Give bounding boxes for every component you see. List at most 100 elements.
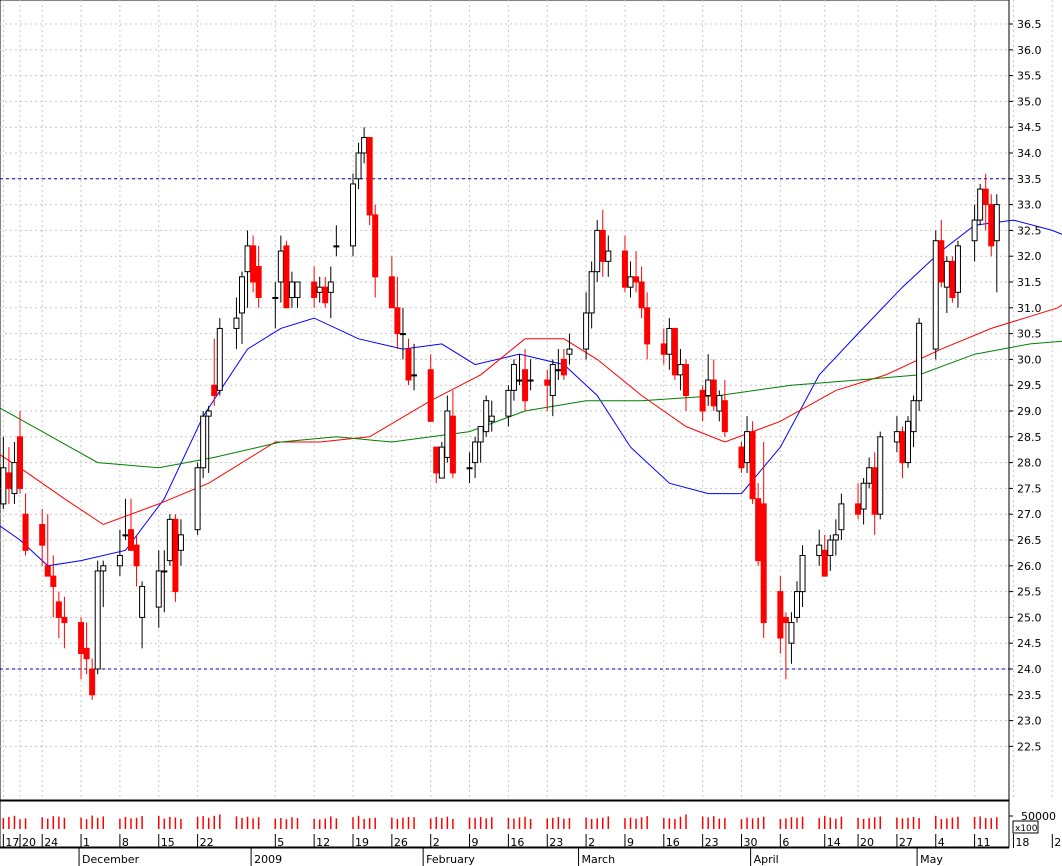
- candle-body: [749, 431, 756, 500]
- candle-body: [466, 467, 473, 470]
- y-tick-label: 31.0: [1017, 302, 1042, 315]
- x-tick-label: 25: [1054, 836, 1062, 849]
- candle-body: [116, 554, 123, 567]
- candle-body: [744, 431, 751, 464]
- candle-body: [483, 400, 490, 433]
- y-tick-label: 33.5: [1017, 173, 1042, 186]
- y-tick-label: 28.0: [1017, 457, 1042, 470]
- candle-body: [816, 544, 823, 556]
- candle-body: [644, 307, 651, 345]
- candle-body: [361, 137, 368, 154]
- candle-body: [760, 503, 767, 624]
- x-tick-label: 15: [161, 836, 175, 849]
- candle-body: [605, 250, 612, 262]
- moving-average-1: [0, 219, 1062, 567]
- candle-body: [982, 188, 989, 206]
- month-label: March: [582, 853, 616, 866]
- candle-body: [133, 544, 140, 567]
- y-tick-label: 29.5: [1017, 379, 1042, 392]
- candle-body: [583, 312, 590, 350]
- candle-body: [832, 534, 839, 541]
- candle-body: [755, 498, 762, 562]
- candle-body: [294, 281, 301, 298]
- y-tick-label: 25.5: [1017, 586, 1042, 599]
- candle-body: [411, 374, 418, 377]
- candle-body: [699, 389, 706, 412]
- candle-body: [949, 260, 956, 298]
- candle-body: [355, 152, 362, 180]
- candle-body: [350, 183, 356, 247]
- candle-body: [905, 420, 911, 464]
- candle-body: [544, 379, 551, 386]
- y-tick-label: 35.5: [1017, 70, 1042, 83]
- candle-body: [860, 482, 867, 510]
- candle-body: [311, 281, 318, 298]
- candle-body: [516, 379, 523, 382]
- x-tick-label: 9: [472, 836, 479, 849]
- x-axis: 2027310172418152251219262916232916233061…: [0, 834, 1062, 866]
- x-tick-label: 4: [938, 836, 945, 849]
- candle-body: [44, 565, 51, 577]
- candle-body: [22, 513, 29, 551]
- candle-body: [666, 327, 673, 355]
- x-tick-label: 14: [827, 836, 841, 849]
- candlesticks: [0, 127, 1000, 700]
- y-tick-label: 30.5: [1017, 328, 1042, 341]
- candle-body: [316, 286, 323, 293]
- x-tick-label: 20: [22, 836, 36, 849]
- candle-body: [866, 467, 873, 484]
- candle-body: [705, 379, 712, 397]
- candle-body: [155, 570, 162, 608]
- candle-body: [799, 554, 806, 593]
- multiplier-box: [1012, 820, 1039, 834]
- candle-body: [910, 400, 917, 433]
- reference-lines: [0, 178, 1009, 670]
- candle-body: [954, 245, 961, 293]
- y-tick-label: 27.5: [1017, 482, 1042, 495]
- candle-body: [211, 384, 218, 397]
- y-tick-label: 26.5: [1017, 534, 1042, 547]
- candle-body: [893, 431, 900, 443]
- candle-body: [161, 570, 168, 573]
- y-tick-label: 36.5: [1017, 18, 1042, 31]
- y-tick-label: 35.0: [1017, 95, 1042, 108]
- candle-body: [488, 415, 495, 422]
- candle-body: [333, 245, 340, 248]
- y-tick-label: 30.0: [1017, 353, 1042, 366]
- candle-body: [255, 266, 262, 298]
- candle-body: [366, 137, 373, 216]
- x-tick-label: 26: [394, 836, 408, 849]
- candle-body: [716, 395, 723, 412]
- candle-body: [272, 296, 279, 299]
- x-tick-label: 16: [510, 836, 524, 849]
- candle-body: [194, 467, 201, 531]
- y-tick-label: 24.0: [1017, 663, 1042, 676]
- candle-body: [388, 276, 395, 309]
- x-tick-label: 18: [1015, 836, 1029, 849]
- candle-body: [677, 364, 684, 376]
- candle-body: [283, 245, 290, 309]
- candle-body: [128, 529, 134, 551]
- candle-body: [510, 364, 517, 391]
- candle-body: [233, 317, 240, 329]
- month-label: February: [426, 853, 475, 866]
- grid-horizontal: [0, 23, 1009, 747]
- candle-body: [560, 358, 567, 376]
- candle-body: [627, 276, 634, 288]
- x-tick-label: 12: [316, 836, 330, 849]
- volume-bars: [2, 814, 998, 829]
- candle-body: [621, 250, 628, 288]
- candle-body: [288, 281, 295, 298]
- y-tick-label: 31.5: [1017, 276, 1042, 289]
- candle-body: [683, 364, 689, 397]
- candle-body: [549, 364, 556, 397]
- candle-body: [427, 369, 434, 422]
- candle-body: [794, 591, 800, 618]
- month-label: May: [920, 853, 943, 866]
- candle-body: [166, 518, 173, 562]
- candle-body: [788, 622, 795, 644]
- candle-body: [405, 348, 412, 381]
- candle-body: [988, 204, 995, 247]
- volume-multiplier-label: x100: [1015, 824, 1038, 834]
- y-tick-label: 23.0: [1017, 715, 1042, 728]
